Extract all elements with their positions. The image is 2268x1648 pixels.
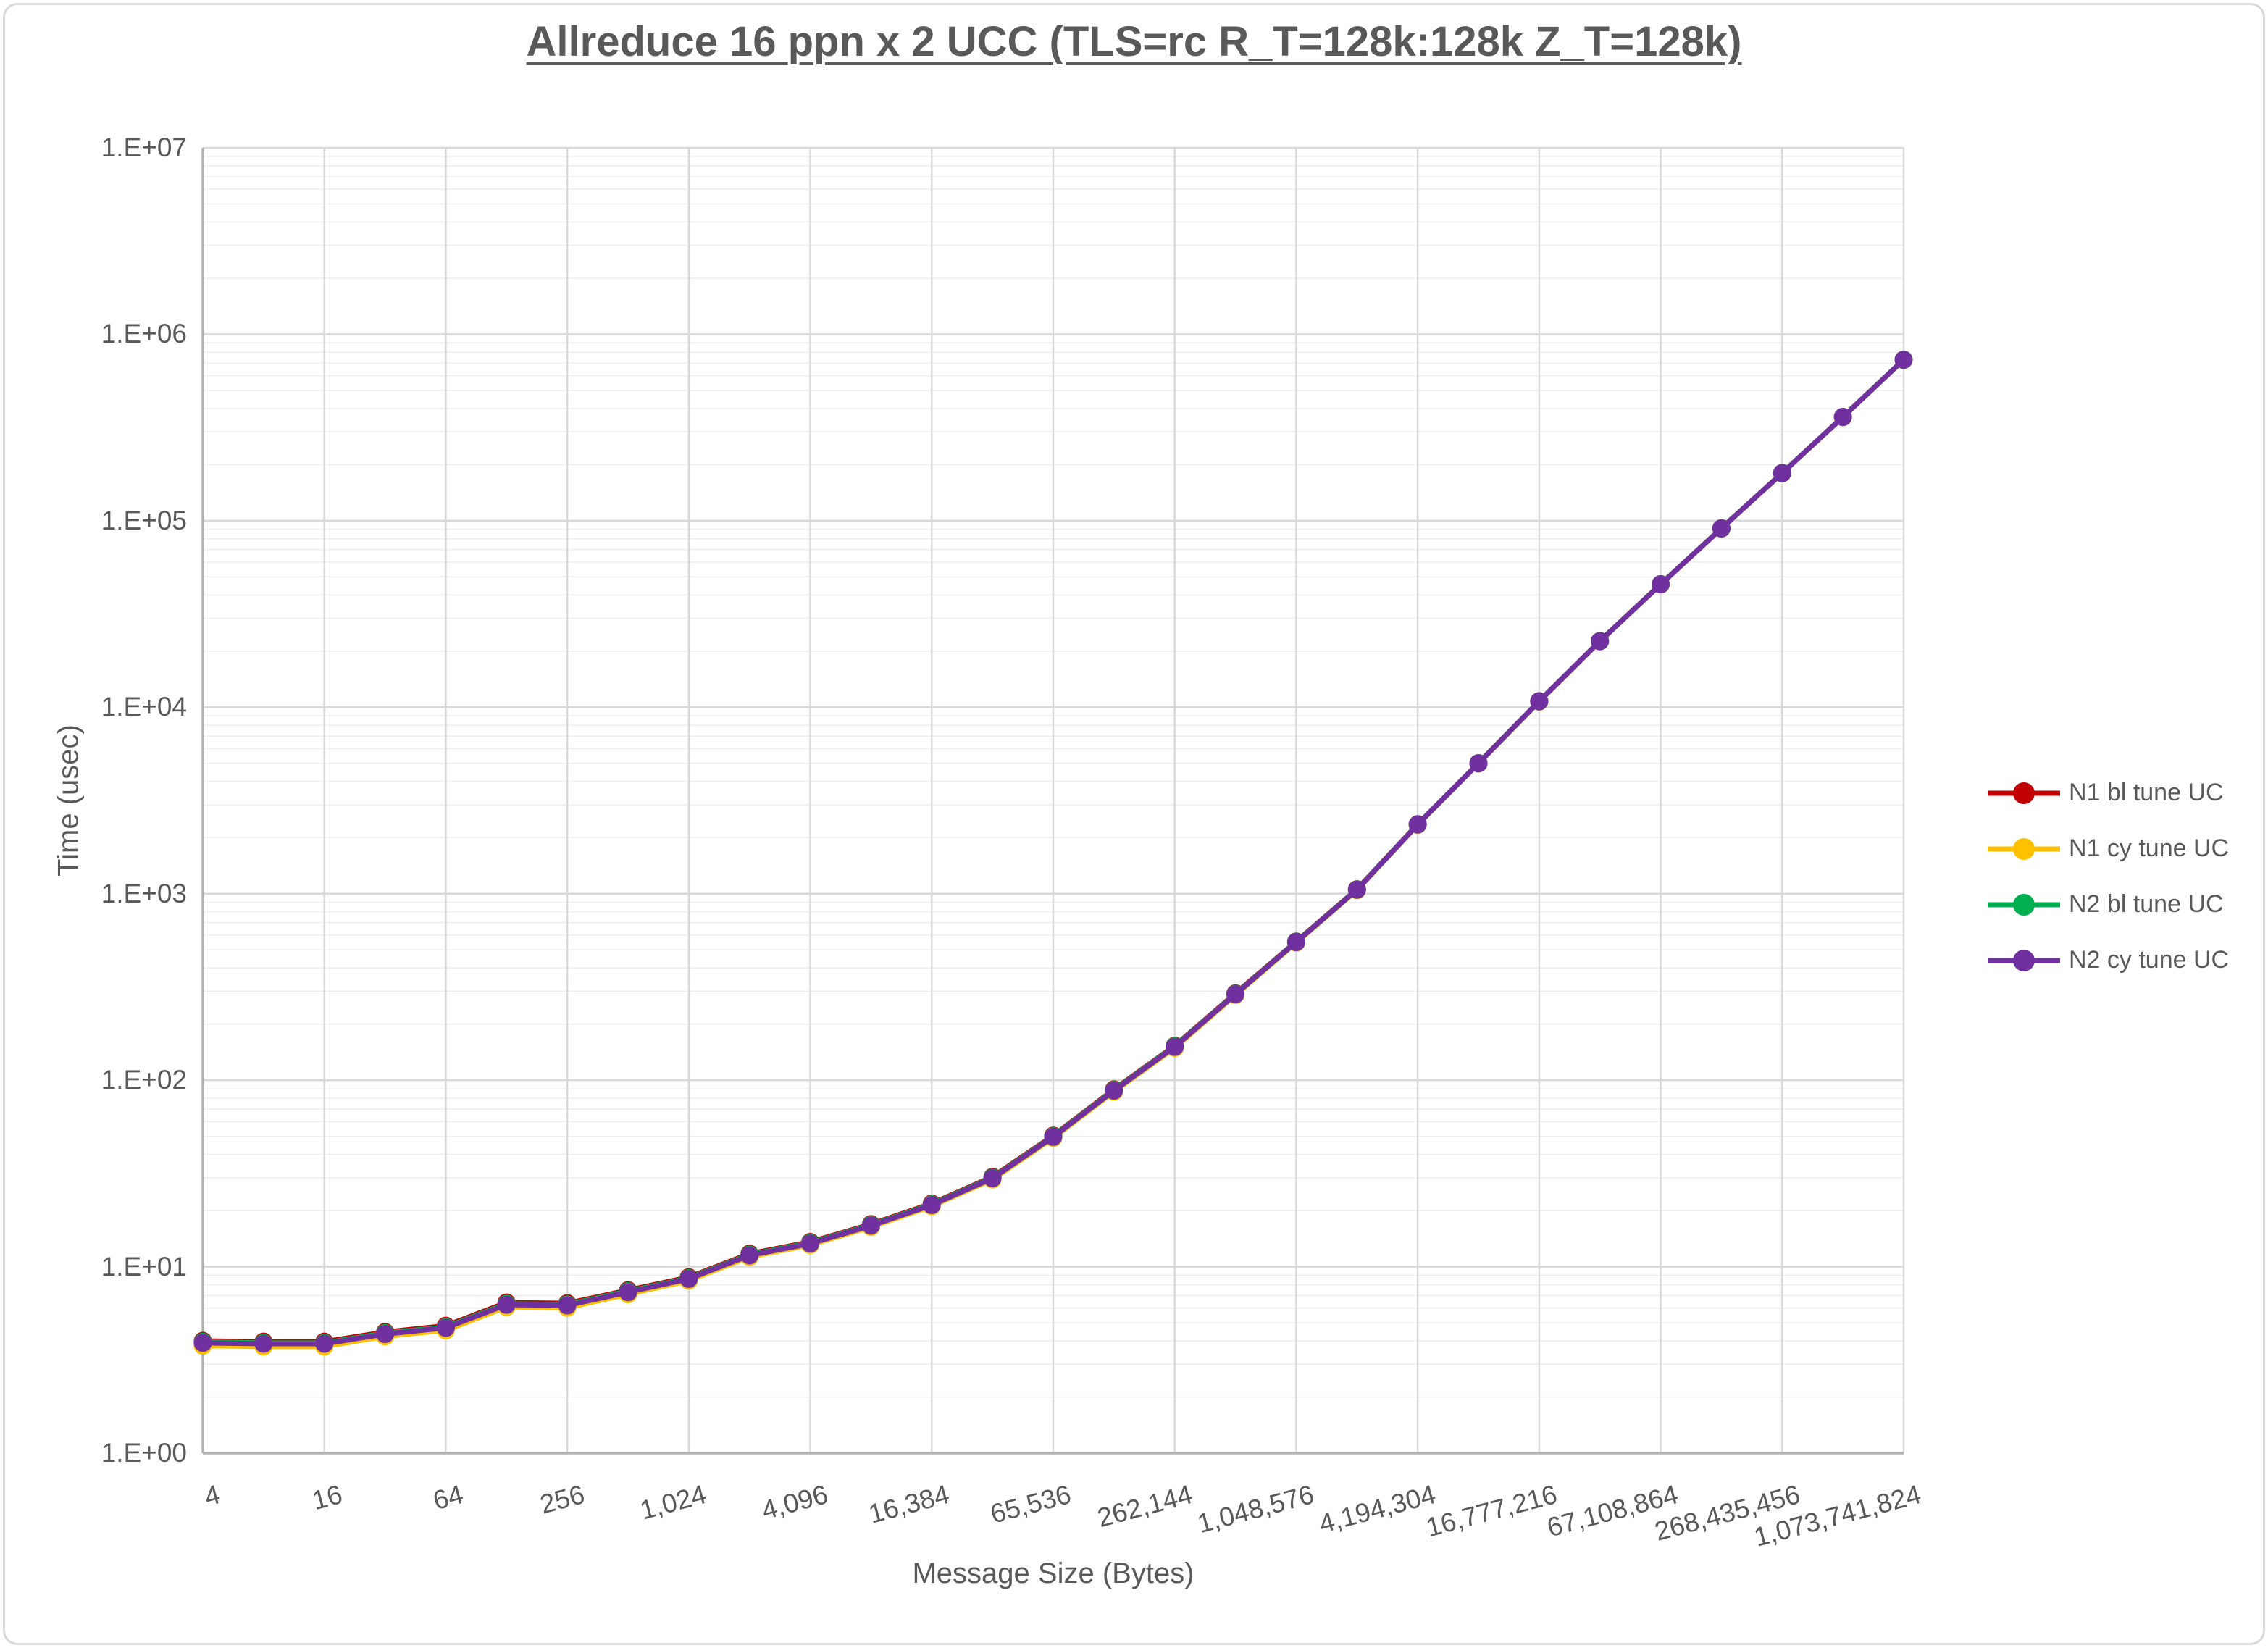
data-point-marker [1105,1082,1123,1100]
legend-label: N2 bl tune UC [2069,890,2224,918]
data-point-marker [1773,464,1791,482]
y-tick-label: 1.E+05 [101,505,187,535]
legend-line-marker-icon [1988,782,2060,804]
chart-border-frame [3,3,2265,1645]
legend-item-n1-bl: N1 bl tune UC [1988,765,2229,821]
data-point-marker [315,1334,334,1353]
data-point-marker [983,1168,1002,1187]
data-point-marker [740,1246,759,1265]
data-point-marker [1044,1127,1063,1146]
y-tick-label: 1.E+00 [101,1438,187,1468]
y-tick-label: 1.E+06 [101,319,187,349]
legend-line-marker-icon [1988,949,2060,971]
y-tick-label: 1.E+01 [101,1251,187,1281]
legend-label: N1 bl tune UC [2069,779,2224,806]
legend-label: N1 cy tune UC [2069,835,2230,862]
y-tick-label: 1.E+07 [101,133,187,162]
data-point-marker [436,1318,455,1337]
y-tick-label: 1.E+03 [101,878,187,908]
data-point-marker [801,1234,820,1253]
y-axis-title-text: Time (usec) [52,724,85,877]
data-point-marker [1833,408,1852,427]
legend-item-n1-cy: N1 cy tune UC [1988,821,2229,877]
data-point-marker [1591,632,1610,651]
data-point-marker [679,1269,698,1288]
data-point-marker [376,1325,395,1344]
legend-item-n2-cy: N2 cy tune UC [1988,932,2229,988]
y-tick-label: 1.E+04 [101,692,187,722]
data-point-marker [254,1334,273,1353]
data-point-marker [1166,1037,1184,1056]
data-point-marker [922,1196,941,1215]
chart-title: Allreduce 16 ppn x 2 UCC (TLS=rc R_T=128… [526,18,1742,65]
y-tick-label: 1.E+02 [101,1065,187,1095]
data-point-marker [558,1296,577,1315]
x-axis-title: Message Size (Bytes) [912,1557,1194,1589]
data-point-marker [1530,692,1549,711]
legend-line-marker-icon [1988,837,2060,860]
data-point-marker [497,1295,516,1314]
legend-line-marker-icon [1988,893,2060,916]
data-point-marker [1347,880,1366,899]
data-point-marker [861,1216,880,1235]
data-point-marker [1408,815,1427,834]
legend-item-n2-bl: N2 bl tune UC [1988,877,2229,932]
data-point-marker [193,1334,212,1352]
data-point-marker [1894,351,1913,369]
legend-label: N2 cy tune UC [2069,946,2230,974]
legend: N1 bl tune UC N1 cy tune UC N2 bl tune U… [1988,765,2229,988]
data-point-marker [1652,575,1670,594]
data-point-marker [1712,519,1731,538]
data-point-marker [1286,933,1305,952]
data-point-marker [1469,754,1488,773]
data-point-marker [619,1283,637,1302]
data-point-marker [1226,984,1245,1003]
